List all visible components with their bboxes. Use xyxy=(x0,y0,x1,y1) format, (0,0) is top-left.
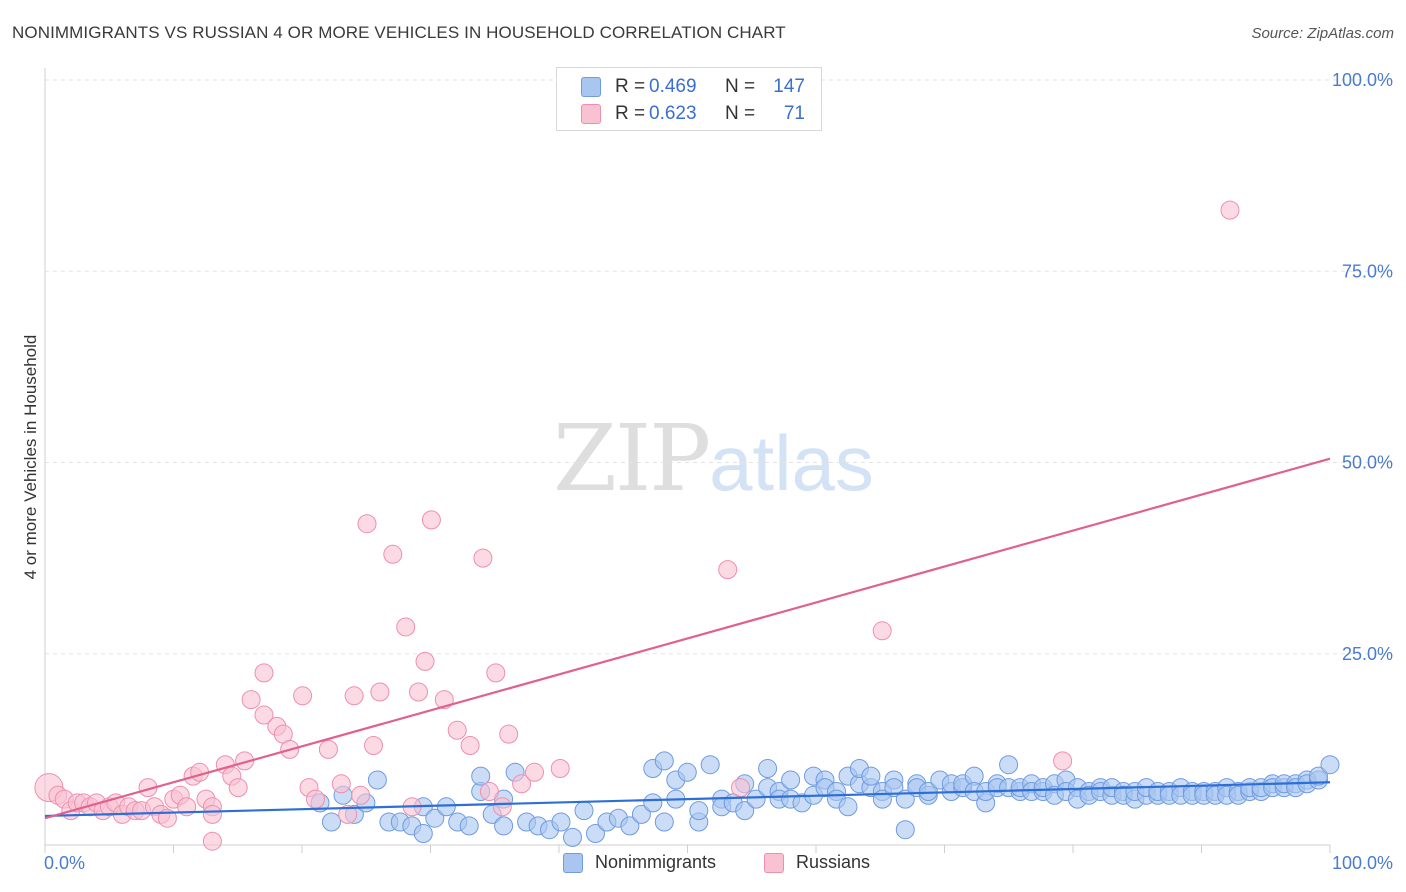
point-russians xyxy=(338,804,358,824)
correlation-legend: R = 0.469 N = 147 R = 0.623 N = 71 xyxy=(556,67,822,131)
point-russians xyxy=(479,782,499,801)
point-nonimmigrants xyxy=(459,816,479,836)
point-russians xyxy=(344,686,364,706)
y-axis-label: 4 or more Vehicles in Household xyxy=(21,335,40,580)
point-russians xyxy=(202,804,222,824)
point-russians xyxy=(460,736,480,755)
point-russians xyxy=(1220,200,1240,220)
point-nonimmigrants xyxy=(494,816,514,836)
point-russians xyxy=(383,544,403,564)
point-nonimmigrants xyxy=(746,789,766,809)
point-russians xyxy=(486,663,506,683)
point-nonimmigrants xyxy=(322,812,341,832)
legend-label-nonimmigrants: Nonimmigrants xyxy=(595,852,717,872)
point-russians xyxy=(293,686,313,706)
point-russians xyxy=(202,831,222,851)
trendline-russians xyxy=(44,457,1331,820)
point-russians xyxy=(241,690,261,710)
point-nonimmigrants xyxy=(631,804,651,824)
legend-swatch-russians xyxy=(764,852,784,873)
point-russians xyxy=(512,774,532,794)
legend-n-value: 147 xyxy=(773,76,805,97)
point-nonimmigrants xyxy=(689,801,709,821)
point-russians xyxy=(421,510,441,530)
point-russians xyxy=(473,548,493,568)
y-tick-label: 25.0% xyxy=(1342,644,1393,664)
source-credit: Source: ZipAtlas.com xyxy=(1251,25,1394,42)
point-russians xyxy=(357,514,377,534)
point-nonimmigrants xyxy=(758,759,778,778)
point-russians xyxy=(550,759,570,778)
legend-swatch-nonimmigrants xyxy=(581,77,601,97)
point-nonimmigrants xyxy=(551,812,571,832)
point-nonimmigrants xyxy=(677,762,697,782)
point-nonimmigrants xyxy=(620,816,640,836)
y-tick-label: 50.0% xyxy=(1342,453,1393,473)
point-russians xyxy=(228,778,248,798)
legend-item-russians[interactable]: Russians xyxy=(764,852,870,873)
point-nonimmigrants xyxy=(838,797,858,817)
point-russians xyxy=(318,739,338,759)
legend-n-value: 71 xyxy=(783,103,805,124)
point-nonimmigrants xyxy=(413,824,433,843)
point-nonimmigrants xyxy=(436,797,456,817)
chart-title: NONIMMIGRANTS VS RUSSIAN 4 OR MORE VEHIC… xyxy=(12,23,786,42)
watermark-zip: ZIP xyxy=(553,405,711,512)
point-russians xyxy=(254,705,274,725)
legend-r-label: R = xyxy=(615,103,646,124)
legend-label-russians: Russians xyxy=(796,852,871,872)
point-nonimmigrants xyxy=(1320,755,1340,775)
point-nonimmigrants xyxy=(563,827,582,847)
point-nonimmigrants xyxy=(643,793,663,813)
point-nonimmigrants xyxy=(425,808,445,828)
point-nonimmigrants xyxy=(700,755,720,775)
point-nonimmigrants xyxy=(895,820,915,840)
point-nonimmigrants xyxy=(1309,766,1328,786)
legend-r-value: 0.623 xyxy=(649,103,697,124)
legend-r-label: R = xyxy=(615,76,646,97)
point-russians xyxy=(364,736,383,755)
point-russians xyxy=(1053,751,1073,771)
trendline-nonimmigrants xyxy=(44,781,1331,818)
point-nonimmigrants xyxy=(654,751,674,771)
point-nonimmigrants xyxy=(471,766,491,786)
point-nonimmigrants xyxy=(654,812,674,832)
point-nonimmigrants xyxy=(781,770,801,790)
point-russians xyxy=(331,774,351,794)
point-russians xyxy=(499,724,519,744)
legend-row-russians: R = 0.623 N = 71 xyxy=(557,101,805,127)
point-nonimmigrants xyxy=(574,801,594,821)
point-nonimmigrants xyxy=(999,755,1019,775)
point-nonimmigrants xyxy=(861,766,881,786)
point-russians xyxy=(254,663,274,683)
point-russians xyxy=(396,617,416,637)
point-russians xyxy=(872,621,892,641)
y-tick-label: 100.0% xyxy=(1332,70,1393,90)
point-russians xyxy=(415,651,435,671)
point-russians xyxy=(492,797,512,817)
legend-swatch-nonimmigrants xyxy=(563,852,583,873)
legend-n-label: N = xyxy=(725,103,756,124)
point-russians xyxy=(525,762,544,782)
point-russians xyxy=(351,785,371,805)
point-russians xyxy=(718,560,738,580)
point-nonimmigrants xyxy=(367,770,387,790)
legend-row-nonimmigrants: R = 0.469 N = 147 xyxy=(557,74,805,100)
point-russians xyxy=(447,720,467,740)
point-russians xyxy=(370,682,390,702)
point-nonimmigrants xyxy=(735,801,755,821)
legend-r-value: 0.469 xyxy=(649,76,697,97)
point-russians xyxy=(409,682,428,702)
point-nonimmigrants xyxy=(586,824,605,843)
point-russians xyxy=(731,778,750,798)
legend-item-nonimmigrants[interactable]: Nonimmigrants xyxy=(563,852,716,873)
x-tick-label: 0.0% xyxy=(44,853,85,873)
legend-swatch-russians xyxy=(581,104,601,124)
point-russians xyxy=(306,789,325,809)
y-tick-label: 75.0% xyxy=(1342,261,1393,281)
x-tick-label: 100.0% xyxy=(1332,853,1393,873)
legend-n-label: N = xyxy=(725,76,756,97)
point-nonimmigrants xyxy=(884,778,904,798)
